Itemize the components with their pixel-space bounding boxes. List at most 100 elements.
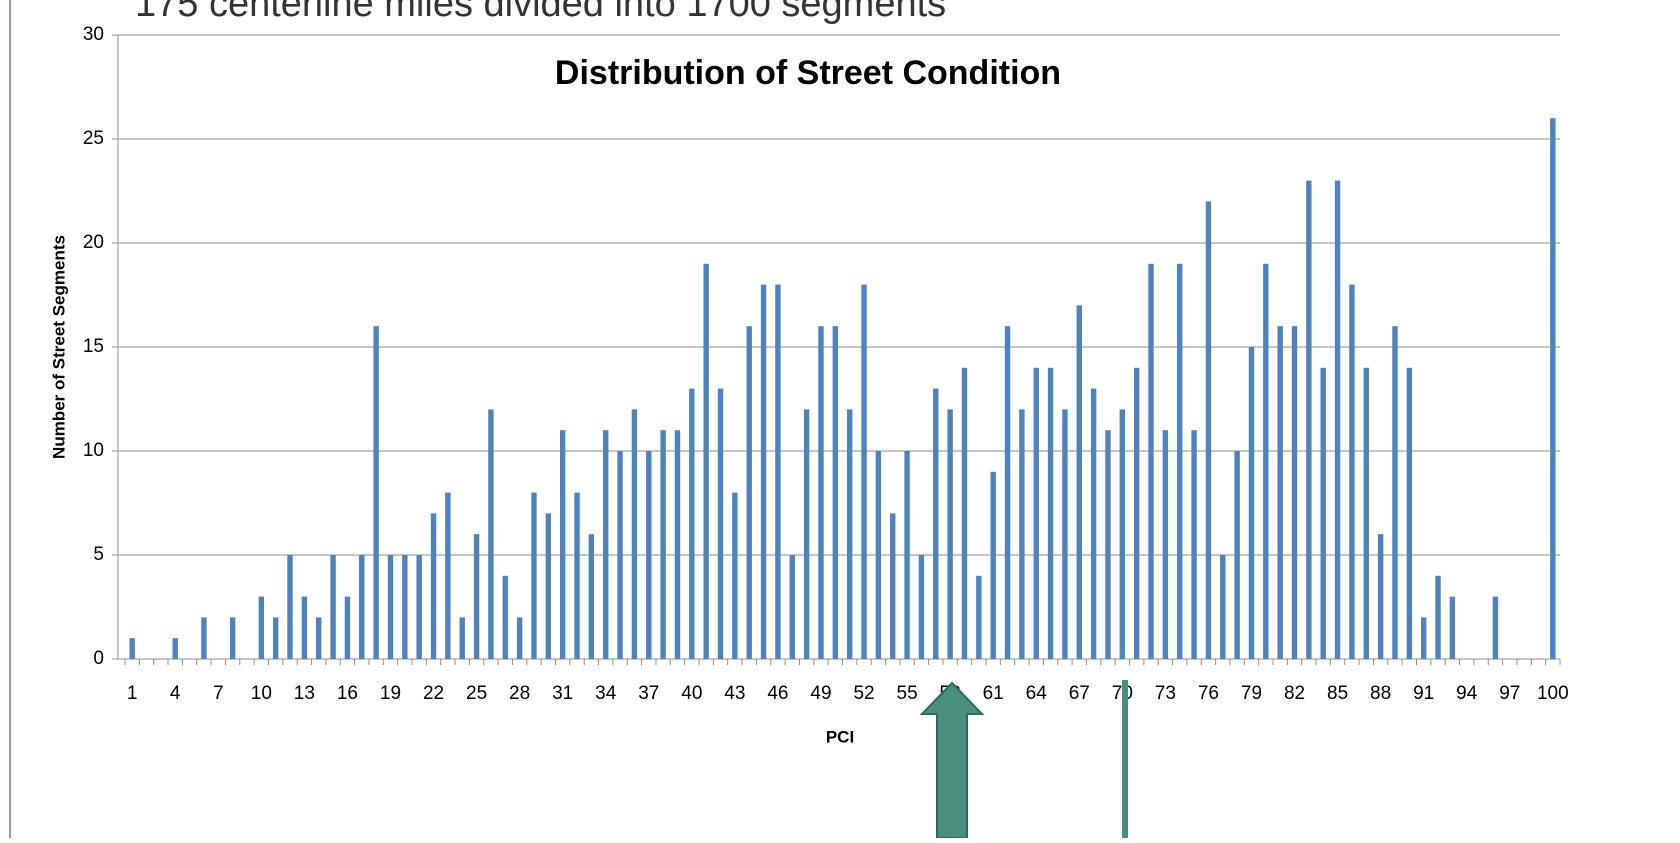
bar [674,430,681,659]
bar [832,326,839,659]
bar [775,284,781,659]
x-tick-label: 10 [251,683,272,704]
bar [760,284,767,659]
bar [1492,596,1499,659]
bar [918,555,925,659]
x-tick-label: 13 [294,683,315,704]
bar [502,575,508,659]
bar [1033,367,1039,659]
bar [1090,388,1097,659]
x-tick-label: 7 [213,683,224,704]
bar [330,555,336,659]
x-tick-label: 52 [853,683,874,704]
x-tick-label: 37 [638,683,659,704]
bar [588,534,595,659]
x-tick-label: 19 [380,683,401,704]
x-tick-label: 97 [1499,683,1520,704]
bar [717,388,724,659]
bar [746,326,752,659]
y-tick-label: 15 [83,336,104,357]
arrow [919,681,985,839]
bar [1234,451,1240,659]
bar [1263,263,1269,659]
x-tick-label: 64 [1026,683,1048,704]
x-tick-label: 76 [1198,683,1219,704]
bar [1363,367,1369,659]
bar [689,388,695,659]
bar [1162,430,1169,659]
x-tick-label: 88 [1370,683,1391,704]
bar [1349,284,1355,659]
x-tick-label: 31 [552,683,573,704]
marker-line [1122,680,1128,838]
bar [531,492,537,659]
bar [1148,263,1154,659]
x-tick-label: 85 [1327,683,1348,704]
bar [703,263,709,659]
bar [990,471,996,659]
bar [301,596,308,659]
bar [1392,326,1398,659]
bar [258,596,265,659]
bar [1277,326,1283,659]
y-tick-label: 5 [93,544,104,565]
bar [1004,326,1011,659]
bar [1248,347,1255,659]
bar [890,513,896,659]
bar [1306,180,1312,659]
bar [1377,534,1384,659]
x-tick-label: 61 [983,683,1004,704]
bar [459,617,465,659]
x-tick-label: 94 [1456,683,1478,704]
bar [373,326,379,659]
x-tick-label: 4 [170,683,181,704]
bar [803,409,810,659]
bar [818,326,824,659]
x-tick-label: 34 [595,683,617,704]
bar [387,555,394,659]
x-tick-label: 40 [681,683,702,704]
bar [1076,305,1082,659]
bar [732,492,738,659]
bar [1420,617,1427,659]
bar [316,617,322,659]
bar [1062,409,1068,659]
x-tick-label: 46 [767,683,788,704]
x-tick-label: 67 [1069,683,1090,704]
bar [416,555,422,659]
bar [430,513,437,659]
bar [1177,263,1183,659]
bar [1105,430,1111,659]
bar [1406,367,1413,659]
x-tick-label: 100 [1537,683,1569,704]
bar [947,409,953,659]
bar [172,638,178,659]
bar [875,451,882,659]
bar [201,617,207,659]
bar [359,555,365,659]
bar [1334,180,1341,659]
bar [603,430,609,659]
bar [473,534,480,659]
bar [1550,118,1556,659]
bar [617,451,623,659]
x-tick-label: 82 [1284,683,1305,704]
bar [861,284,867,659]
bar [846,409,853,659]
bar [559,430,566,659]
bar [976,575,982,659]
bar [545,513,552,659]
x-tick-label: 28 [509,683,530,704]
x-tick-label: 91 [1413,683,1434,704]
x-tick-label: 1 [127,683,138,704]
bar [1435,575,1441,659]
bar [1449,596,1456,659]
x-tick-label: 55 [897,683,918,704]
bar [1019,409,1025,659]
y-axis-label: Number of Street Segments [49,235,68,459]
bar [1220,555,1226,659]
bar [129,638,135,659]
bar [445,492,451,659]
